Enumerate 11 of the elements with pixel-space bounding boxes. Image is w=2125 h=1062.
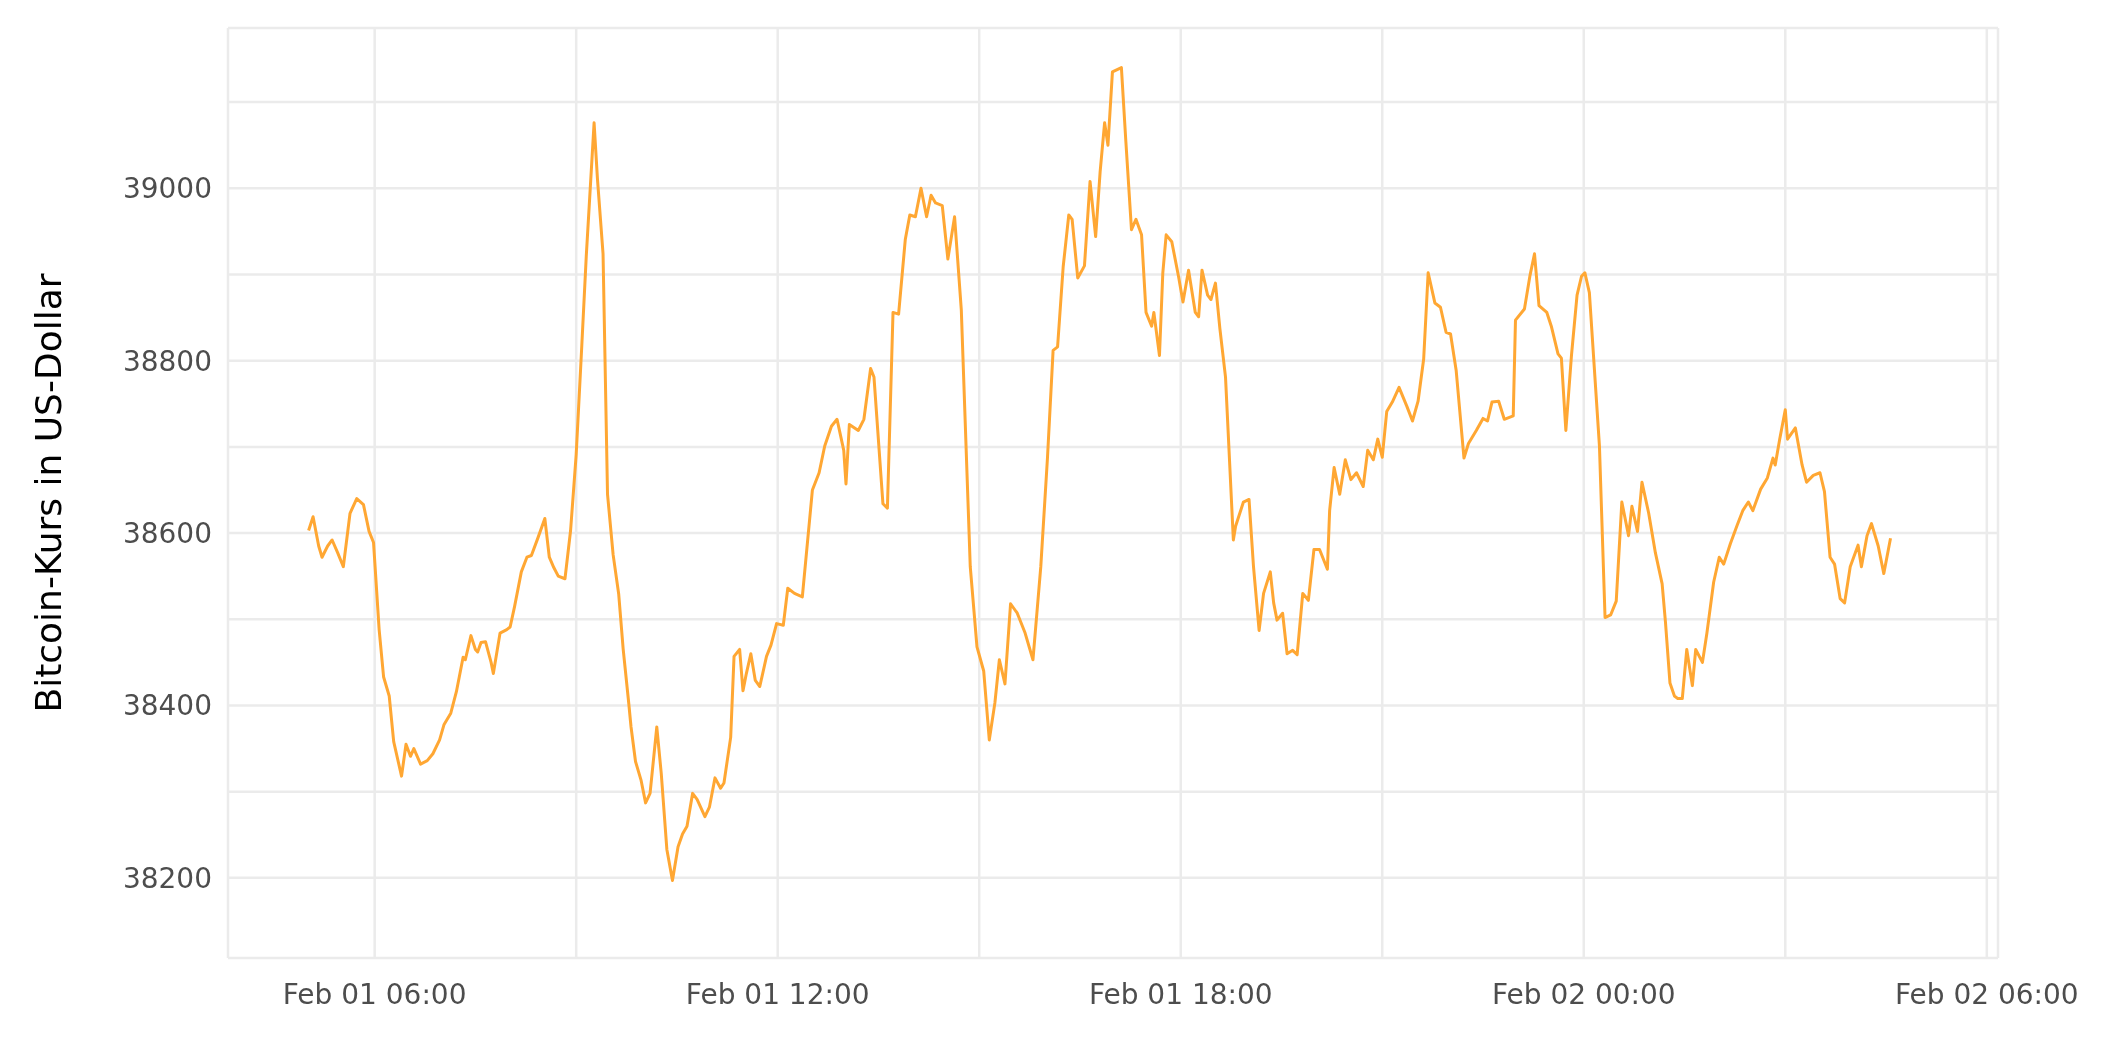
y-tick-label: 38400	[122, 689, 212, 723]
y-tick-label: 39000	[122, 172, 212, 206]
y-tick-label: 38800	[122, 344, 212, 378]
y-tick-label: 38200	[122, 861, 212, 895]
x-tick-label: Feb 01 12:00	[685, 977, 870, 1011]
x-tick-label: Feb 02 00:00	[1491, 977, 1676, 1011]
x-tick-label: Feb 02 06:00	[1894, 977, 2079, 1011]
x-tick-label: Feb 01 18:00	[1088, 977, 1273, 1011]
y-axis-title: Bitcoin-Kurs in US-Dollar	[27, 273, 69, 713]
x-tick-label: Feb 01 06:00	[282, 977, 467, 1011]
y-tick-label: 38600	[122, 517, 212, 551]
